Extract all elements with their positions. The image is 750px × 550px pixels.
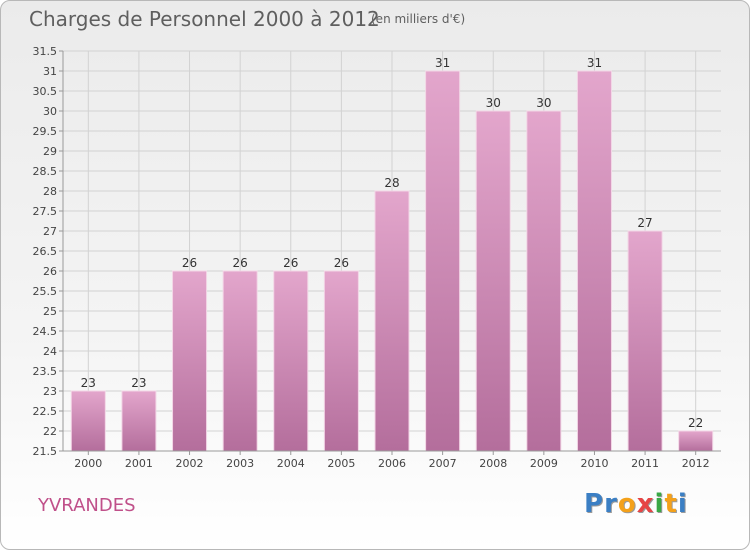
x-tick-label: 2006: [378, 457, 406, 470]
y-tick-label: 28.5: [33, 165, 58, 178]
y-tick-label: 27: [43, 225, 57, 238]
chart-subtitle: (en milliers d'€): [371, 12, 466, 26]
data-label-2002: 26: [182, 256, 197, 270]
data-label-2004: 26: [283, 256, 298, 270]
x-tick-label: 2004: [277, 457, 305, 470]
bar-2007: [425, 70, 461, 452]
y-tick-label: 23.5: [33, 365, 58, 378]
x-tick-label: 2012: [682, 457, 710, 470]
bar-2010: [576, 70, 612, 452]
logo-letter: i: [677, 489, 688, 519]
data-label-2001: 23: [131, 376, 146, 390]
bar-2001: [121, 390, 157, 452]
y-tick-label: 27.5: [33, 205, 58, 218]
bar-2003: [222, 270, 258, 452]
bar-2000: [70, 390, 106, 452]
data-label-2005: 26: [334, 256, 349, 270]
data-label-2003: 26: [233, 256, 248, 270]
y-tick-label: 31.5: [33, 45, 58, 58]
logo-letter: r: [604, 489, 618, 519]
commune-name: YVRANDES: [38, 495, 136, 516]
x-tick-label: 2000: [74, 457, 102, 470]
bar-2012: [678, 430, 714, 452]
bar-2011: [627, 230, 663, 452]
data-label-2012: 22: [688, 416, 703, 430]
y-tick-label: 26.5: [33, 245, 58, 258]
x-tick-label: 2010: [580, 457, 608, 470]
y-tick-label: 31: [43, 65, 57, 78]
y-tick-label: 24: [43, 345, 57, 358]
bar-2006: [374, 190, 410, 452]
data-label-2008: 30: [486, 96, 501, 110]
logo-letter: P: [584, 489, 605, 519]
x-tick-label: 2007: [429, 457, 457, 470]
y-tick-label: 30: [43, 105, 57, 118]
logo-letter: x: [636, 489, 655, 519]
y-tick-label: 30.5: [33, 85, 58, 98]
logo-letter: o: [617, 489, 637, 519]
data-label-2011: 27: [637, 216, 652, 230]
y-tick-label: 25: [43, 305, 57, 318]
bar-2002: [172, 270, 208, 452]
y-tick-label: 23: [43, 385, 57, 398]
y-tick-label: 24.5: [33, 325, 58, 338]
logo-letter: i: [654, 489, 665, 519]
y-tick-label: 22.5: [33, 405, 58, 418]
x-tick-label: 2009: [530, 457, 558, 470]
bar-2008: [475, 110, 511, 452]
y-tick-label: 28: [43, 185, 57, 198]
x-tick-label: 2011: [631, 457, 659, 470]
y-tick-label: 26: [43, 265, 57, 278]
data-label-2006: 28: [384, 176, 399, 190]
proxiti-logo[interactable]: Proxiti: [584, 489, 688, 519]
bar-2005: [323, 270, 359, 452]
x-tick-label: 2002: [176, 457, 204, 470]
y-tick-label: 22: [43, 425, 57, 438]
x-tick-label: 2001: [125, 457, 153, 470]
chart-title: Charges de Personnel 2000 à 2012: [29, 7, 380, 31]
data-label-2000: 23: [81, 376, 96, 390]
x-tick-label: 2008: [479, 457, 507, 470]
y-tick-label: 25.5: [33, 285, 58, 298]
y-tick-label: 29: [43, 145, 57, 158]
x-tick-label: 2005: [327, 457, 355, 470]
logo-letter: t: [664, 489, 678, 519]
bar-2009: [526, 110, 562, 452]
y-tick-label: 29.5: [33, 125, 58, 138]
x-tick-label: 2003: [226, 457, 254, 470]
data-label-2007: 31: [435, 56, 450, 70]
bar-2004: [273, 270, 309, 452]
y-tick-label: 21.5: [33, 445, 58, 458]
data-label-2010: 31: [587, 56, 602, 70]
data-label-2009: 30: [536, 96, 551, 110]
